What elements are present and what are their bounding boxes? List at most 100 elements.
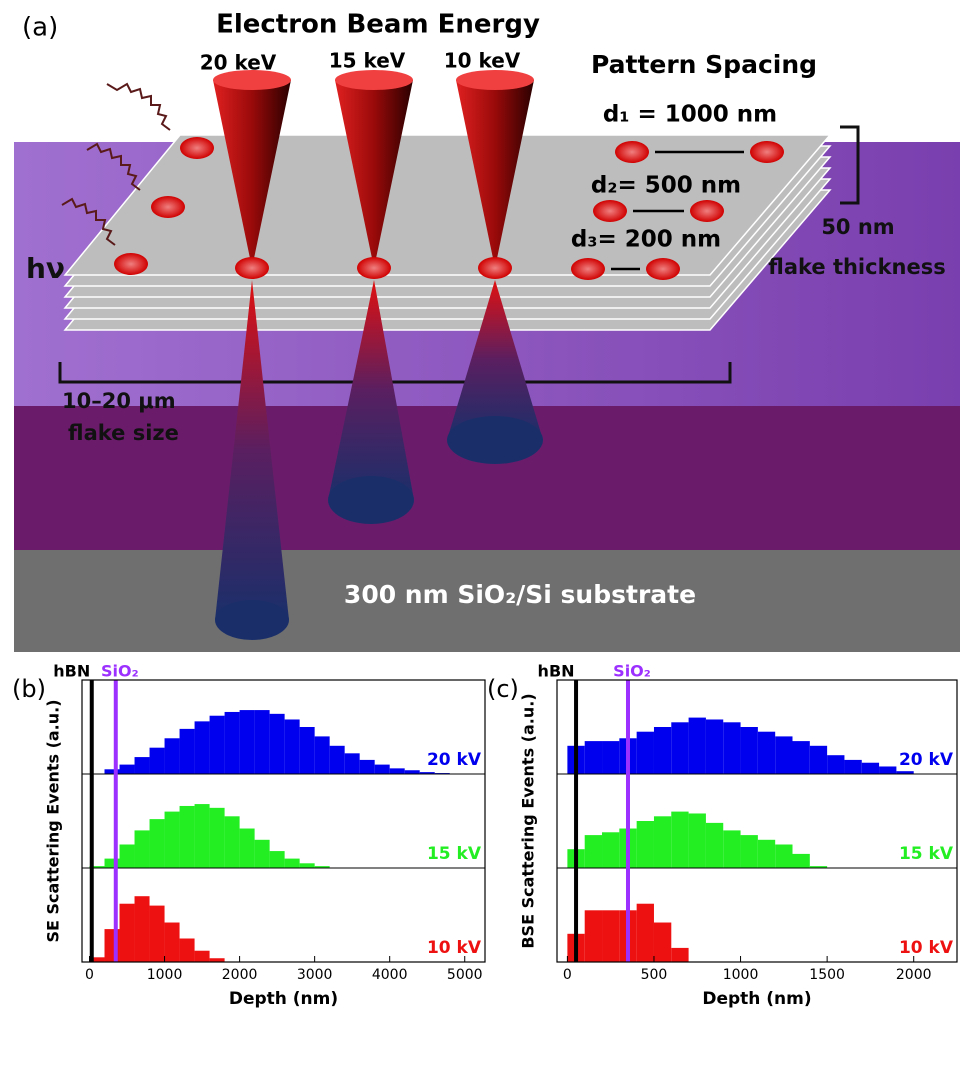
panel-label: (a) — [22, 13, 58, 43]
histogram-bar — [775, 736, 793, 774]
histogram-bar — [164, 811, 180, 868]
diagram: (a) Electron Beam Energy 20 keV 15 keV 1… — [14, 10, 960, 652]
histogram-bar — [269, 851, 285, 868]
histogram-bar — [104, 769, 120, 774]
histogram-bar — [104, 858, 120, 868]
plot-frame — [81, 679, 486, 963]
x-tick-label: 1000 — [723, 967, 759, 983]
histogram-bar — [584, 910, 603, 962]
histogram-bar — [671, 947, 689, 962]
histogram-bar — [194, 721, 210, 774]
thickness-label: flake thickness — [768, 255, 946, 279]
panel-label: (b) — [12, 675, 46, 703]
size-bracket — [58, 362, 732, 384]
series-label: 15 kV — [427, 844, 482, 864]
histogram-bar — [179, 728, 195, 774]
histogram-bar — [723, 830, 741, 868]
histogram-bar — [757, 839, 776, 868]
histogram-bar — [134, 757, 150, 774]
series-label: 10 kV — [427, 938, 482, 958]
histogram-bar — [705, 822, 724, 868]
thickness-label: 50 nm — [821, 215, 894, 239]
histogram-bar — [827, 755, 845, 774]
histogram-bar — [164, 738, 180, 774]
spacing-label: d₁ = 1000 nm — [603, 102, 777, 128]
histogram-bar — [584, 741, 603, 774]
x-tick-label: 1500 — [809, 967, 845, 983]
histogram-bar — [284, 719, 300, 774]
histogram-bar — [740, 835, 758, 868]
panel-label: (c) — [487, 675, 519, 703]
histogram-bar — [209, 715, 225, 774]
histogram-bar — [314, 866, 330, 868]
spots — [114, 137, 784, 280]
x-tick-label: 0 — [85, 967, 94, 983]
histogram-bar — [194, 804, 210, 868]
marker-label: SiO₂ — [613, 662, 651, 681]
histogram-bar — [119, 844, 135, 868]
histogram-bar — [757, 731, 776, 774]
x-axis-label: Depth (nm) — [702, 989, 811, 1009]
histogram-bar — [809, 745, 828, 774]
histogram-bar — [705, 719, 724, 774]
histogram-bar — [314, 736, 330, 774]
histogram-bar — [149, 819, 165, 868]
histogram-bar — [602, 910, 620, 962]
x-tick-label: 0 — [563, 967, 572, 983]
histogram-bar — [688, 717, 706, 774]
histogram-bar — [809, 866, 828, 868]
histogram-bar — [775, 844, 793, 868]
histogram-bar — [164, 922, 180, 962]
y-axis-label: SE Scattering Events (a.u.) — [44, 699, 63, 942]
histogram-bar — [119, 764, 135, 774]
histogram-bar — [740, 727, 758, 774]
histogram-bar — [209, 958, 225, 962]
histogram-bar — [239, 710, 255, 774]
histogram-bar — [671, 811, 689, 868]
diagram-title: Electron Beam Energy — [216, 10, 540, 40]
size-label: 10–20 μm — [62, 389, 176, 413]
x-tick-label: 5000 — [447, 967, 483, 983]
histogram-bar — [404, 770, 420, 774]
series-label: 20 kV — [427, 750, 482, 770]
beam-label: 10 keV — [444, 49, 521, 73]
histogram-bar — [584, 835, 603, 868]
series-label: 20 kV — [899, 750, 954, 770]
spacing-label: d₃= 200 nm — [571, 227, 721, 253]
histogram-bar — [149, 747, 165, 774]
histogram-bar — [389, 768, 405, 774]
histogram-bar — [179, 938, 195, 962]
histogram-bar — [359, 759, 375, 774]
histogram-bar — [194, 950, 210, 962]
histogram-bar — [602, 832, 620, 868]
histogram-bar — [89, 866, 105, 868]
histogram-bar — [299, 727, 315, 774]
histogram-bar — [419, 772, 435, 774]
marker-label: SiO₂ — [101, 662, 139, 681]
spacing-title: Pattern Spacing — [591, 50, 817, 79]
beams — [213, 70, 543, 640]
histogram-bar — [269, 713, 285, 774]
histogram-bar — [89, 957, 105, 962]
histogram-bar — [344, 753, 360, 774]
y-axis-label: BSE Scattering Events (a.u.) — [519, 693, 538, 948]
size-label: flake size — [68, 421, 179, 445]
histogram-bar — [134, 896, 150, 962]
x-tick-label: 500 — [641, 967, 668, 983]
x-tick-label: 3000 — [297, 967, 333, 983]
histogram-bar — [179, 805, 195, 868]
histogram-bar — [653, 727, 672, 774]
histogram-bar — [224, 816, 240, 868]
histogram-bar — [119, 903, 135, 962]
thickness-bracket — [840, 125, 860, 205]
histogram-bar — [879, 766, 897, 774]
photon-label: hν — [26, 252, 65, 285]
histogram-bar — [844, 759, 862, 774]
histogram-bar — [299, 863, 315, 868]
substrate-layer — [14, 550, 960, 652]
spacing-arrows — [611, 150, 744, 271]
histogram-bar — [723, 722, 741, 774]
x-axis-label: Depth (nm) — [229, 989, 338, 1009]
